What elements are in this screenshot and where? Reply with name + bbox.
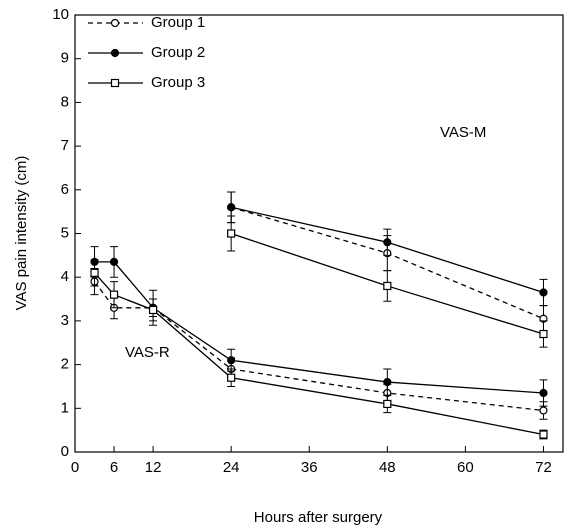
x-tick-label: 12 — [145, 459, 162, 476]
marker — [539, 329, 548, 339]
y-tick-label: 3 — [61, 312, 69, 329]
y-tick-label: 9 — [61, 50, 69, 67]
marker — [148, 305, 158, 315]
y-tick-label: 2 — [61, 356, 69, 373]
legend-marker — [110, 18, 120, 28]
x-tick-label: 24 — [223, 459, 240, 476]
marker — [227, 373, 236, 382]
x-tick-label: 36 — [301, 459, 318, 476]
marker — [383, 399, 392, 409]
marker — [383, 238, 392, 247]
y-axis-label: VAS pain intensity (cm) — [13, 156, 30, 311]
x-tick-label: 48 — [379, 459, 396, 476]
series-line — [94, 261, 544, 394]
y-tick-label: 4 — [61, 268, 69, 285]
y-tick-label: 5 — [61, 224, 69, 241]
y-tick-label: 10 — [52, 6, 69, 23]
series-line — [93, 281, 544, 412]
x-tick-label: 6 — [110, 459, 118, 476]
x-axis-label: Hours after surgery — [254, 509, 383, 526]
marker — [539, 288, 548, 297]
annotation: VAS-R — [125, 344, 170, 361]
marker — [227, 229, 236, 238]
marker — [539, 406, 548, 415]
marker — [227, 356, 236, 365]
y-tick-label: 8 — [61, 93, 69, 110]
marker — [383, 281, 392, 291]
legend-label: Group 2 — [151, 44, 205, 61]
legend-marker — [110, 48, 120, 58]
marker — [109, 257, 119, 267]
marker — [227, 203, 236, 212]
x-tick-label: 72 — [535, 459, 552, 476]
annotation: VAS-M — [440, 124, 486, 141]
legend-label: Group 3 — [151, 74, 205, 91]
marker — [383, 377, 392, 387]
legend-label: Group 1 — [151, 14, 205, 31]
y-tick-label: 6 — [61, 181, 69, 198]
x-tick-label: 0 — [71, 459, 79, 476]
marker — [539, 430, 548, 439]
y-tick-label: 0 — [61, 443, 69, 460]
y-tick-label: 7 — [61, 137, 69, 154]
legend-marker — [110, 78, 120, 88]
x-tick-label: 60 — [457, 459, 474, 476]
marker — [109, 290, 119, 299]
y-tick-label: 1 — [61, 399, 69, 416]
marker — [90, 268, 99, 277]
marker — [539, 388, 548, 398]
